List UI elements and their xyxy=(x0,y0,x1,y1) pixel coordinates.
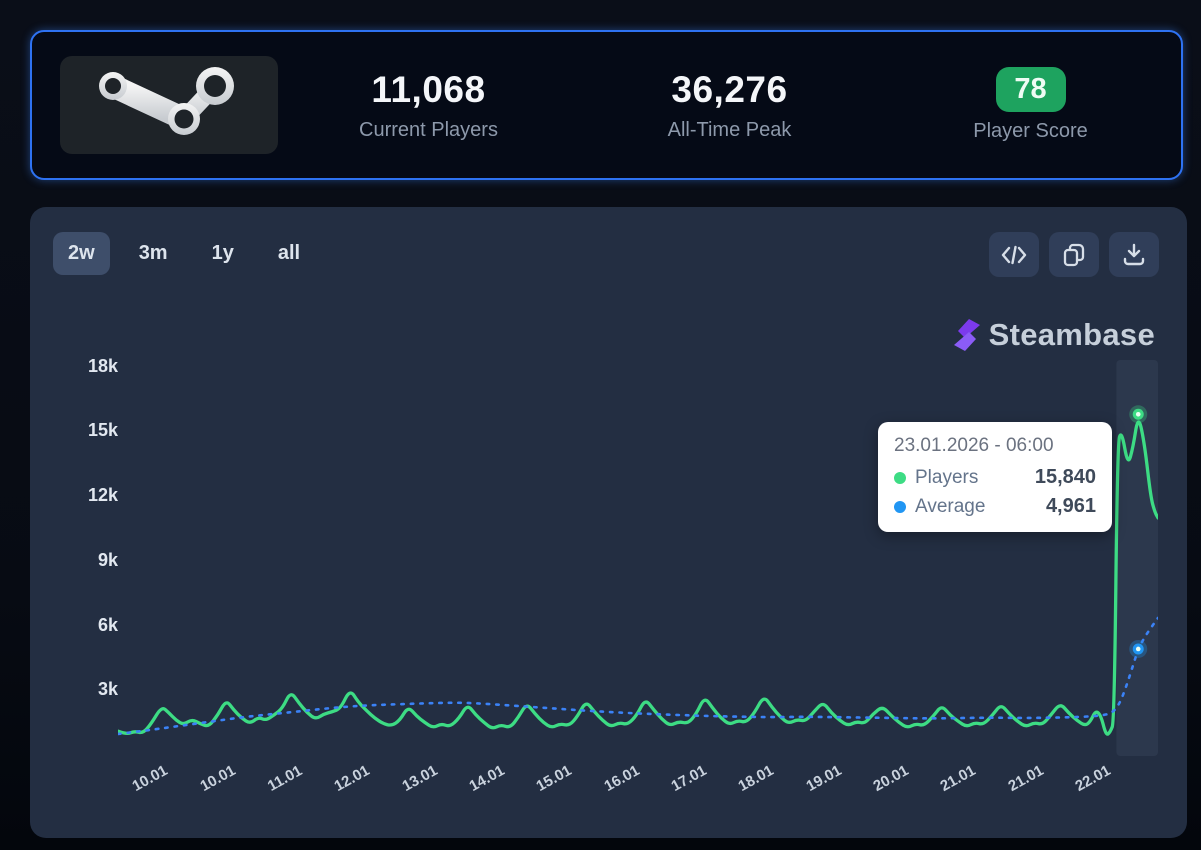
players-marker-core xyxy=(1135,411,1141,417)
steam-icon xyxy=(99,67,234,135)
time-range-selector: 2w 3m 1y all xyxy=(53,232,315,275)
y-tick-label: 6k xyxy=(97,614,118,635)
all-time-peak-label: All-Time Peak xyxy=(667,118,792,141)
chart-actions xyxy=(989,232,1159,277)
tooltip-players-value: 15,840 xyxy=(1034,466,1096,488)
stat-all-time-peak: 36,276 All-Time Peak xyxy=(579,69,880,142)
y-tick-label: 15k xyxy=(87,420,118,441)
tooltip-row-average: Average 4,961 xyxy=(894,495,1096,518)
copy-icon xyxy=(1063,243,1085,266)
range-button-3m[interactable]: 3m xyxy=(124,232,183,275)
average-dot-icon xyxy=(894,500,906,513)
player-score-badge: 78 xyxy=(995,67,1066,112)
stats-row: 11,068 Current Players 36,276 All-Time P… xyxy=(278,67,1181,143)
embed-code-button[interactable] xyxy=(989,232,1039,277)
player-count-chart[interactable] xyxy=(118,360,1158,760)
stat-player-score: 78 Player Score xyxy=(880,67,1181,143)
average-line xyxy=(118,616,1158,736)
player-score-label: Player Score xyxy=(973,120,1088,142)
steambase-logo[interactable]: Steambase xyxy=(953,317,1155,353)
tooltip-row-players: Players 15,840 xyxy=(894,466,1096,489)
steam-logo xyxy=(60,56,278,154)
y-tick-label: 9k xyxy=(97,549,118,570)
current-players-label: Current Players xyxy=(359,118,498,141)
tooltip-average-label: Average xyxy=(915,495,986,517)
players-dot-icon xyxy=(894,471,906,484)
y-tick-label: 18k xyxy=(87,355,118,376)
average-marker-core xyxy=(1135,646,1141,652)
stat-current-players: 11,068 Current Players xyxy=(278,69,579,142)
range-button-1y[interactable]: 1y xyxy=(197,232,249,275)
tooltip-date: 23.01.2026 - 06:00 xyxy=(894,435,1054,456)
code-icon xyxy=(1001,245,1027,264)
steambase-icon xyxy=(953,319,980,351)
y-tick-label: 3k xyxy=(97,679,118,700)
copy-button[interactable] xyxy=(1049,232,1099,277)
players-line xyxy=(118,420,1158,736)
y-tick-label: 12k xyxy=(87,485,118,506)
steambase-wordmark: Steambase xyxy=(988,317,1155,352)
download-icon xyxy=(1123,243,1145,265)
range-button-2w[interactable]: 2w xyxy=(53,232,110,275)
all-time-peak-value: 36,276 xyxy=(671,68,788,110)
tooltip-average-value: 4,961 xyxy=(1045,495,1096,517)
current-players-value: 11,068 xyxy=(371,68,486,110)
tooltip-players-label: Players xyxy=(915,466,979,488)
download-button[interactable] xyxy=(1109,232,1159,277)
stats-card: 11,068 Current Players 36,276 All-Time P… xyxy=(30,30,1183,180)
range-button-all[interactable]: all xyxy=(263,232,315,275)
chart-tooltip: 23.01.2026 - 06:00 Players 15,840 Averag… xyxy=(878,422,1112,532)
chart-panel: 2w 3m 1y all xyxy=(30,207,1187,838)
